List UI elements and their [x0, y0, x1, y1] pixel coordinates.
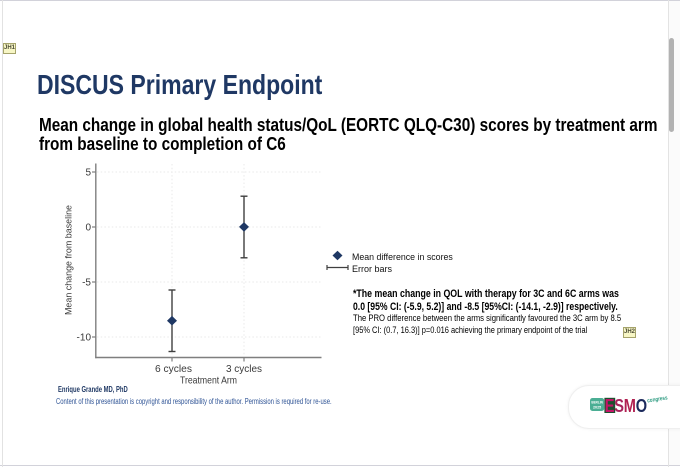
svg-text:congress: congress — [647, 395, 668, 404]
svg-text:-5: -5 — [82, 278, 91, 289]
svg-text:BERLIN: BERLIN — [591, 401, 603, 405]
svg-text:5: 5 — [85, 168, 91, 179]
svg-text:ESMO: ESMO — [605, 395, 647, 416]
svg-text:2025: 2025 — [593, 406, 601, 410]
svg-text:3 cycles: 3 cycles — [226, 364, 262, 375]
svg-text:6 cycles: 6 cycles — [155, 364, 192, 375]
svg-text:Mean change from baseline: Mean change from baseline — [64, 205, 75, 315]
svg-text:Treatment Arm: Treatment Arm — [180, 375, 237, 387]
svg-text:-10: -10 — [77, 333, 92, 344]
svg-text:0: 0 — [85, 223, 91, 234]
